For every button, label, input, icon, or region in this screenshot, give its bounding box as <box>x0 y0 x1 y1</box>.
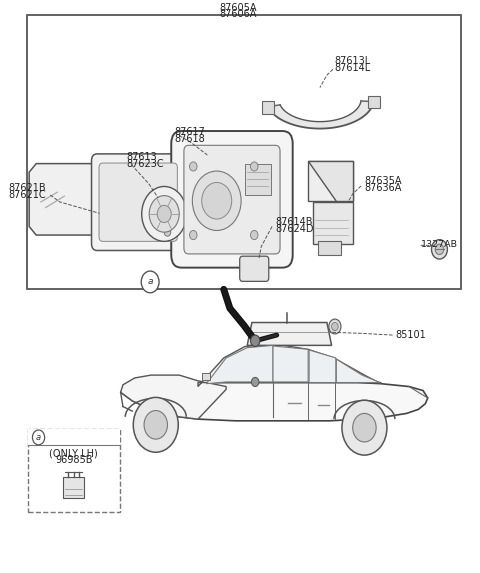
Text: 87621B: 87621B <box>8 183 46 193</box>
Text: 87613L: 87613L <box>334 56 370 66</box>
Circle shape <box>251 162 258 171</box>
Polygon shape <box>29 164 97 235</box>
Circle shape <box>332 323 338 331</box>
Polygon shape <box>309 350 336 383</box>
Text: 87614L: 87614L <box>334 62 370 73</box>
Polygon shape <box>198 344 381 387</box>
Circle shape <box>202 182 232 219</box>
Polygon shape <box>120 383 428 421</box>
Circle shape <box>190 230 197 240</box>
Text: 96985B: 96985B <box>55 456 93 465</box>
Bar <box>28 429 120 445</box>
Circle shape <box>251 335 260 347</box>
Text: 87635A: 87635A <box>364 176 402 186</box>
Circle shape <box>435 244 444 254</box>
Polygon shape <box>273 346 308 382</box>
Circle shape <box>164 228 171 236</box>
Bar <box>308 161 353 201</box>
Text: 87614B: 87614B <box>276 218 313 227</box>
Text: 1327AB: 1327AB <box>420 240 458 249</box>
Circle shape <box>192 171 241 230</box>
FancyBboxPatch shape <box>240 256 269 281</box>
Text: 87623C: 87623C <box>127 159 164 168</box>
Text: 87618: 87618 <box>175 134 205 144</box>
Polygon shape <box>206 346 273 384</box>
Text: 85101: 85101 <box>395 330 426 340</box>
Polygon shape <box>120 375 226 419</box>
Text: 87624D: 87624D <box>276 225 314 234</box>
Circle shape <box>141 271 159 293</box>
Polygon shape <box>268 101 373 128</box>
Text: a: a <box>147 277 153 286</box>
Polygon shape <box>308 161 353 201</box>
Text: 87621C: 87621C <box>8 190 46 200</box>
Bar <box>313 202 353 244</box>
Circle shape <box>329 319 341 334</box>
Circle shape <box>251 230 258 240</box>
Circle shape <box>142 186 187 241</box>
FancyBboxPatch shape <box>171 131 293 268</box>
Text: 87636A: 87636A <box>364 183 402 193</box>
Bar <box>28 429 120 512</box>
Polygon shape <box>247 323 332 346</box>
Bar <box>27 15 460 289</box>
Text: 87613: 87613 <box>127 152 157 162</box>
Circle shape <box>33 430 45 445</box>
Circle shape <box>133 398 178 452</box>
Text: 87617: 87617 <box>175 127 205 137</box>
FancyBboxPatch shape <box>92 154 185 250</box>
Bar <box>262 101 274 113</box>
Text: (ONLY LH): (ONLY LH) <box>49 449 98 458</box>
Text: 87606A: 87606A <box>219 9 256 19</box>
Circle shape <box>157 205 171 222</box>
FancyBboxPatch shape <box>99 163 177 241</box>
Circle shape <box>149 195 179 232</box>
Polygon shape <box>336 359 380 383</box>
Bar <box>202 373 210 380</box>
FancyBboxPatch shape <box>184 146 280 254</box>
Circle shape <box>252 378 259 387</box>
Bar <box>63 477 84 498</box>
Circle shape <box>190 162 197 171</box>
Circle shape <box>144 410 168 439</box>
Circle shape <box>342 401 387 455</box>
Bar <box>368 96 380 108</box>
Text: a: a <box>36 433 41 442</box>
Text: 87605A: 87605A <box>219 2 257 13</box>
Bar <box>245 164 271 195</box>
Circle shape <box>432 240 447 259</box>
Bar <box>318 241 341 255</box>
Circle shape <box>353 413 376 442</box>
